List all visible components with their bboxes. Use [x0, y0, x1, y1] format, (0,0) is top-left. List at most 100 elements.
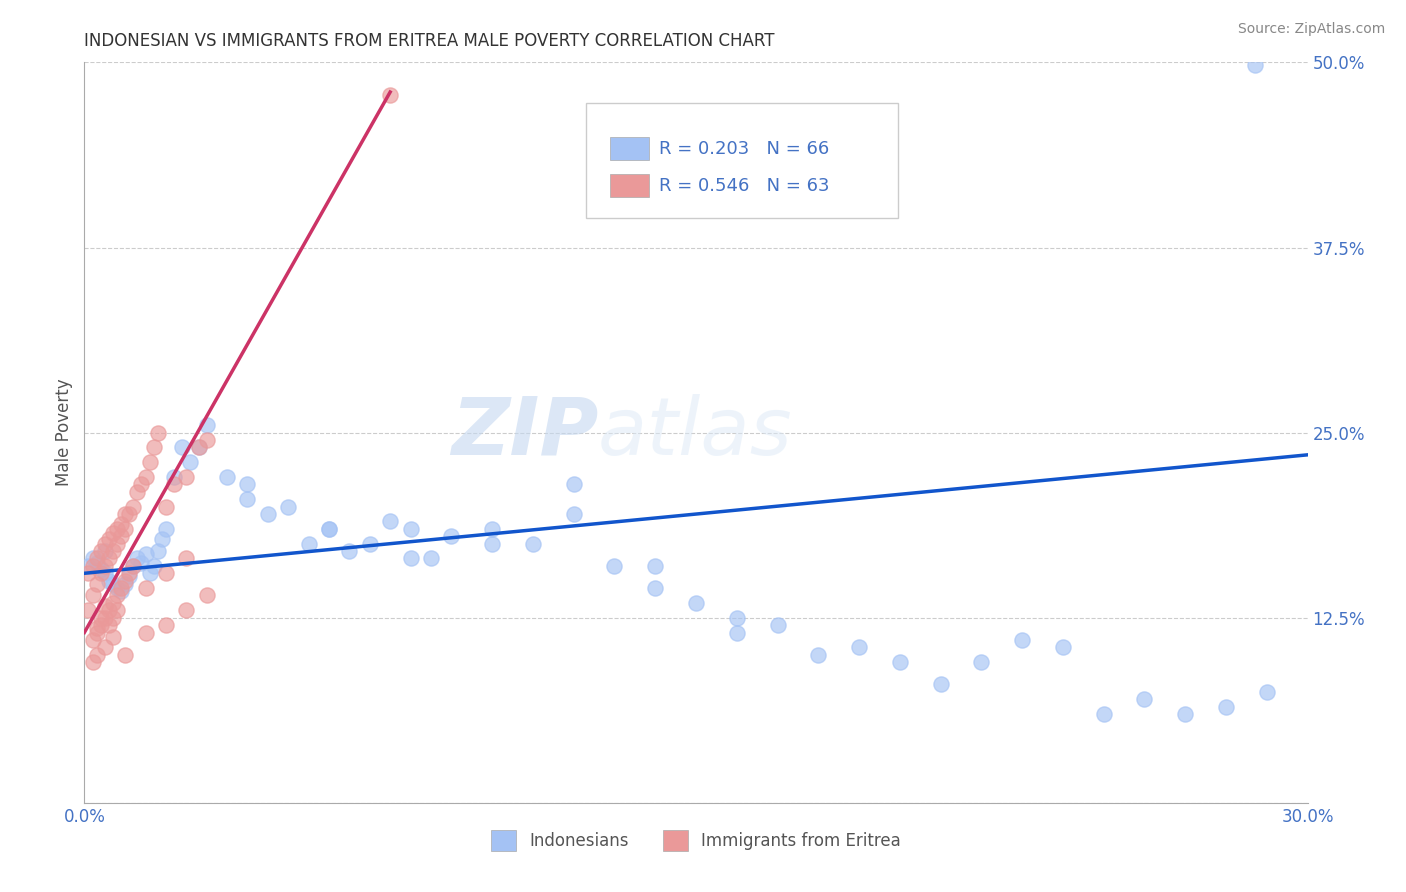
- Point: [127, 551, 149, 566]
- Text: R = 0.203   N = 66: R = 0.203 N = 66: [659, 139, 830, 158]
- Point: [105, 603, 128, 617]
- Point: [380, 515, 402, 529]
- Text: INDONESIAN VS IMMIGRANTS FROM ERITREA MALE POVERTY CORRELATION CHART: INDONESIAN VS IMMIGRANTS FROM ERITREA MA…: [84, 32, 775, 50]
- Point: [131, 477, 153, 491]
- Point: [86, 576, 108, 591]
- Point: [217, 470, 239, 484]
- Point: [114, 648, 136, 662]
- Point: [122, 558, 145, 573]
- Point: [481, 522, 503, 536]
- Point: [155, 618, 177, 632]
- Text: R = 0.546   N = 63: R = 0.546 N = 63: [659, 177, 830, 194]
- Point: [174, 470, 197, 484]
- FancyBboxPatch shape: [610, 174, 650, 197]
- Point: [93, 610, 115, 624]
- Point: [889, 655, 911, 669]
- Point: [90, 544, 112, 558]
- Point: [399, 522, 422, 536]
- Point: [685, 596, 707, 610]
- Point: [118, 569, 141, 583]
- Point: [101, 596, 124, 610]
- Point: [97, 533, 120, 547]
- FancyBboxPatch shape: [586, 103, 898, 218]
- Point: [93, 566, 115, 581]
- Point: [86, 648, 108, 662]
- Point: [725, 625, 748, 640]
- Point: [562, 477, 585, 491]
- Point: [174, 551, 197, 566]
- Point: [420, 551, 443, 566]
- Point: [101, 610, 124, 624]
- Point: [359, 536, 381, 550]
- Point: [110, 517, 132, 532]
- Point: [195, 433, 218, 447]
- Point: [179, 455, 201, 469]
- Point: [1133, 692, 1156, 706]
- Point: [155, 522, 177, 536]
- Point: [257, 507, 280, 521]
- Text: atlas: atlas: [598, 393, 793, 472]
- Text: ZIP: ZIP: [451, 393, 598, 472]
- Point: [93, 558, 115, 573]
- Point: [318, 522, 340, 536]
- Point: [86, 621, 108, 635]
- Point: [93, 544, 115, 558]
- Y-axis label: Male Poverty: Male Poverty: [55, 379, 73, 486]
- Point: [1011, 632, 1033, 647]
- Point: [86, 625, 108, 640]
- Point: [114, 576, 136, 591]
- Point: [481, 536, 503, 550]
- Point: [114, 507, 136, 521]
- Point: [110, 581, 132, 595]
- Point: [105, 589, 128, 603]
- Point: [93, 640, 115, 655]
- Point: [105, 522, 128, 536]
- Point: [172, 441, 194, 455]
- Point: [138, 455, 160, 469]
- Point: [82, 589, 104, 603]
- Point: [807, 648, 830, 662]
- Point: [90, 562, 112, 576]
- Point: [135, 470, 157, 484]
- Point: [135, 547, 157, 561]
- Point: [97, 603, 120, 617]
- Point: [146, 544, 169, 558]
- Point: [187, 441, 209, 455]
- Point: [1092, 706, 1115, 721]
- Point: [93, 599, 115, 613]
- Point: [90, 610, 112, 624]
- Legend: Indonesians, Immigrants from Eritrea: Indonesians, Immigrants from Eritrea: [485, 823, 907, 857]
- Point: [90, 618, 112, 632]
- Point: [970, 655, 993, 669]
- Point: [163, 477, 186, 491]
- Point: [644, 558, 666, 573]
- Text: Source: ZipAtlas.com: Source: ZipAtlas.com: [1237, 22, 1385, 37]
- Point: [101, 576, 124, 591]
- Point: [86, 551, 108, 566]
- Point: [603, 558, 626, 573]
- Point: [150, 533, 173, 547]
- Point: [138, 566, 160, 581]
- Point: [77, 566, 100, 581]
- Point: [725, 610, 748, 624]
- Point: [77, 558, 100, 573]
- Point: [440, 529, 463, 543]
- Point: [142, 441, 165, 455]
- Point: [174, 603, 197, 617]
- Point: [118, 566, 141, 581]
- Point: [105, 581, 128, 595]
- Point: [562, 507, 585, 521]
- Point: [277, 500, 299, 514]
- Point: [318, 522, 340, 536]
- Point: [122, 500, 145, 514]
- Point: [155, 500, 177, 514]
- Point: [1256, 685, 1278, 699]
- Point: [644, 581, 666, 595]
- Point: [82, 632, 104, 647]
- Point: [82, 655, 104, 669]
- Point: [90, 566, 112, 581]
- Point: [848, 640, 870, 655]
- Point: [114, 574, 136, 588]
- FancyBboxPatch shape: [610, 136, 650, 161]
- Point: [380, 88, 402, 103]
